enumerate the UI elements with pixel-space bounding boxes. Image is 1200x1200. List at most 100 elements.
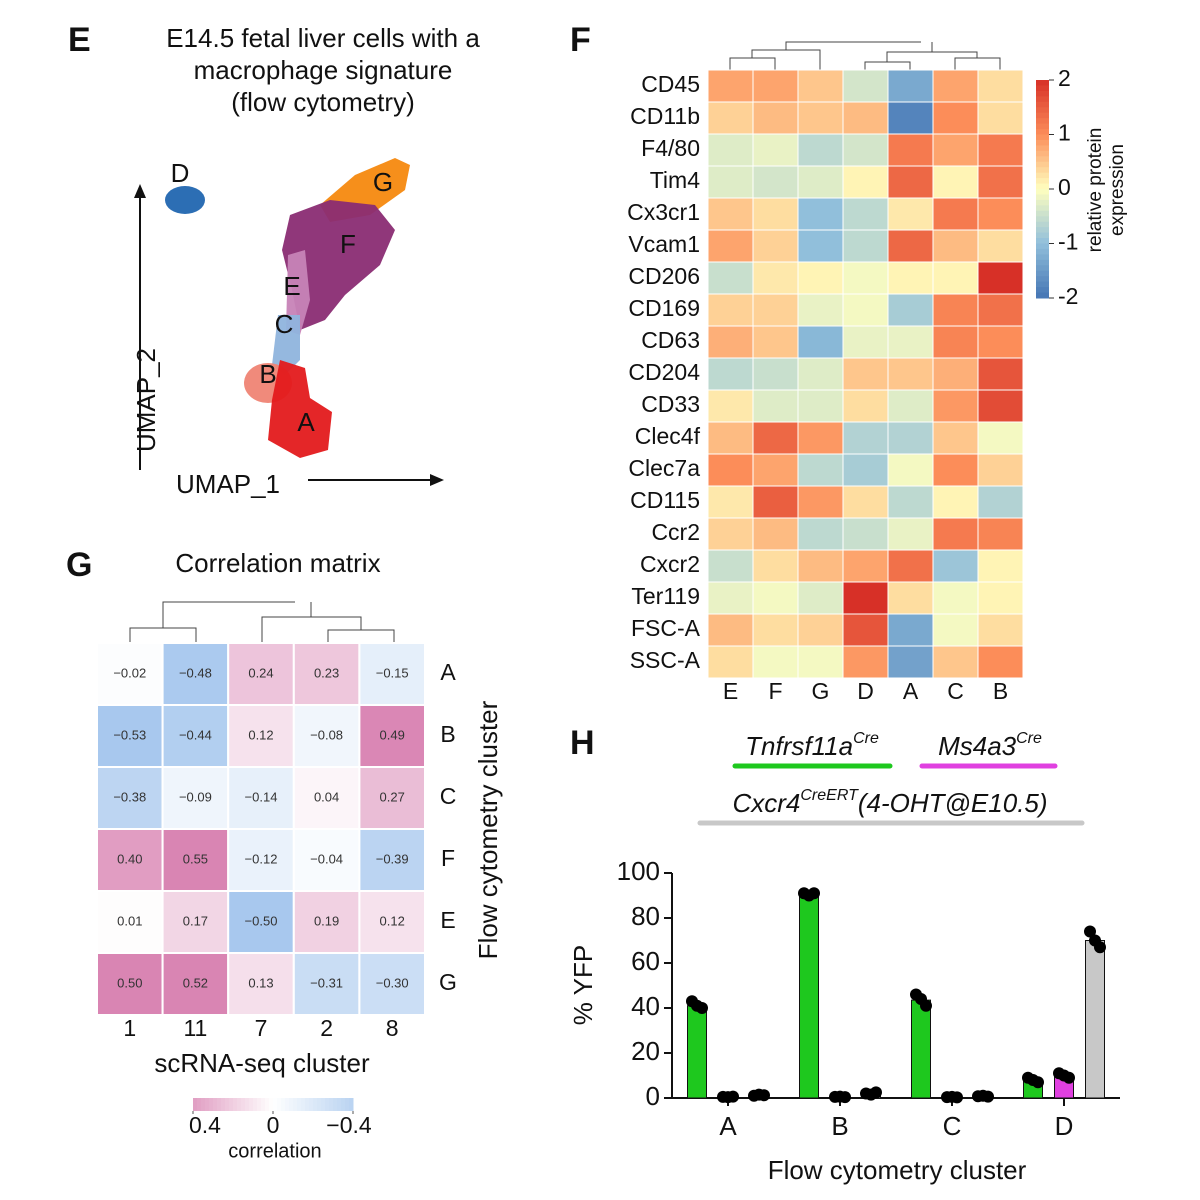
- row-label: FSC-A: [631, 615, 701, 641]
- heatmap-cell: [842, 357, 889, 391]
- colorbar-segment: [285, 1098, 290, 1111]
- x-axis-label: scRNA-seq cluster: [154, 1048, 370, 1078]
- legend-label: Cxcr4CreERT(4-OHT@E10.5): [732, 787, 1047, 818]
- colorbar-segment: [325, 1098, 330, 1111]
- heatmap-cell: [752, 581, 799, 615]
- colorbar-segment: [337, 1098, 342, 1111]
- heatmap-cell: [932, 165, 979, 199]
- cell-label: 0.52: [183, 975, 208, 990]
- colorbar-tick-label: 1: [1058, 120, 1071, 146]
- heatmap-cell: [707, 581, 754, 615]
- heatmap-cell: [752, 293, 799, 327]
- heatmap-cell: [752, 421, 799, 455]
- row-label: C: [440, 783, 457, 809]
- heatmap-cell: [96, 890, 164, 954]
- colorbar-segment: [1036, 112, 1049, 119]
- cluster-region: [286, 250, 310, 335]
- cell-label: 0.49: [380, 727, 405, 742]
- colorbar-segment: [229, 1098, 234, 1111]
- cell-label: −0.04: [310, 851, 343, 866]
- data-point: [951, 1091, 963, 1104]
- heatmap-cell: [977, 581, 1024, 615]
- row-label: CD169: [628, 295, 700, 321]
- row-label: CD115: [630, 487, 700, 513]
- row-label: Tim4: [650, 167, 700, 193]
- heatmap-cell: [797, 325, 844, 359]
- legend-text: Cxcr4: [732, 788, 800, 818]
- heatmap-cell: [358, 952, 426, 1016]
- heatmap-cell: [887, 389, 934, 423]
- data-point: [839, 1091, 851, 1104]
- heatmap-cell: [887, 485, 934, 519]
- colorbar-segment: [289, 1098, 294, 1111]
- colorbar-tick-label: 2: [1058, 65, 1071, 91]
- colorbar-segment: [201, 1098, 206, 1111]
- heatmap-cell: [977, 421, 1024, 455]
- colorbar-segment: [1036, 129, 1049, 135]
- heatmap-cell: [842, 613, 889, 647]
- dendrogram: [129, 601, 395, 643]
- heatmap-cell: [887, 453, 934, 487]
- heatmap-cell: [887, 293, 934, 327]
- row-label: CD206: [628, 263, 700, 289]
- row-label: Clec4f: [635, 423, 701, 449]
- x-tick-label: B: [831, 1111, 848, 1141]
- heatmap-cell: [842, 293, 889, 327]
- heatmap-cell: [842, 165, 889, 199]
- x-axis-label: UMAP_1: [176, 469, 280, 499]
- data-point: [1084, 925, 1096, 938]
- legend-label: Tnfrsf11aCre: [745, 730, 879, 761]
- heatmap-cell: [932, 69, 979, 103]
- arrow-head: [134, 184, 146, 198]
- bar: [799, 893, 819, 1099]
- y-axis-label: UMAP_2: [131, 348, 161, 452]
- colorbar-segment: [277, 1098, 282, 1111]
- colorbar-segment: [1036, 101, 1049, 108]
- cluster-region: [282, 200, 395, 330]
- x-tick-label: C: [943, 1111, 962, 1141]
- colorbar-segment: [1036, 238, 1049, 244]
- heatmap-cell: [707, 69, 754, 103]
- colorbar-segment: [253, 1098, 258, 1111]
- colorbar-segment: [1036, 227, 1049, 234]
- panel-letter: E: [68, 21, 91, 59]
- colorbar-segment: [333, 1098, 338, 1111]
- heatmap-cell: [797, 613, 844, 647]
- cluster-region: [268, 360, 332, 458]
- row-label: CD204: [628, 359, 700, 385]
- colorbar-segment: [1036, 189, 1049, 195]
- legend-text: Ms4a3: [938, 731, 1017, 761]
- heatmap-cell: [752, 453, 799, 487]
- cell-label: 0.19: [314, 913, 339, 928]
- heatmap-cell: [977, 549, 1024, 583]
- heatmap-cell: [358, 766, 426, 830]
- heatmap-cell: [707, 357, 754, 391]
- heatmap-cell: [161, 952, 230, 1016]
- colorbar-segment: [297, 1098, 302, 1111]
- chart-title: (flow cytometry): [231, 87, 414, 117]
- row-label: F: [441, 845, 455, 871]
- cell-label: −0.12: [245, 851, 278, 866]
- colorbar-segment: [1036, 107, 1049, 114]
- heatmap-cell: [932, 581, 979, 615]
- heatmap-cell: [887, 133, 934, 167]
- heatmap-cell: [842, 581, 889, 615]
- heatmap-cell: [161, 828, 230, 892]
- colorbar-segment: [1036, 276, 1049, 283]
- heatmap-cell: [752, 645, 799, 679]
- data-point: [870, 1086, 882, 1099]
- heatmap-cell: [887, 101, 934, 135]
- colorbar-segment: [1036, 134, 1049, 141]
- heatmap-cell: [842, 325, 889, 359]
- heatmap-cell: [752, 229, 799, 263]
- colorbar-segment: [197, 1098, 202, 1111]
- row-label: Vcam1: [628, 231, 700, 257]
- heatmap-cell: [842, 133, 889, 167]
- y-tick-label: 0: [646, 1081, 660, 1111]
- heatmap-cell: [752, 485, 799, 519]
- colorbar-segment: [349, 1098, 354, 1111]
- colorbar-segment: [309, 1098, 314, 1111]
- legend-text: Tnfrsf11a: [745, 731, 853, 761]
- colorbar-segment: [257, 1098, 262, 1111]
